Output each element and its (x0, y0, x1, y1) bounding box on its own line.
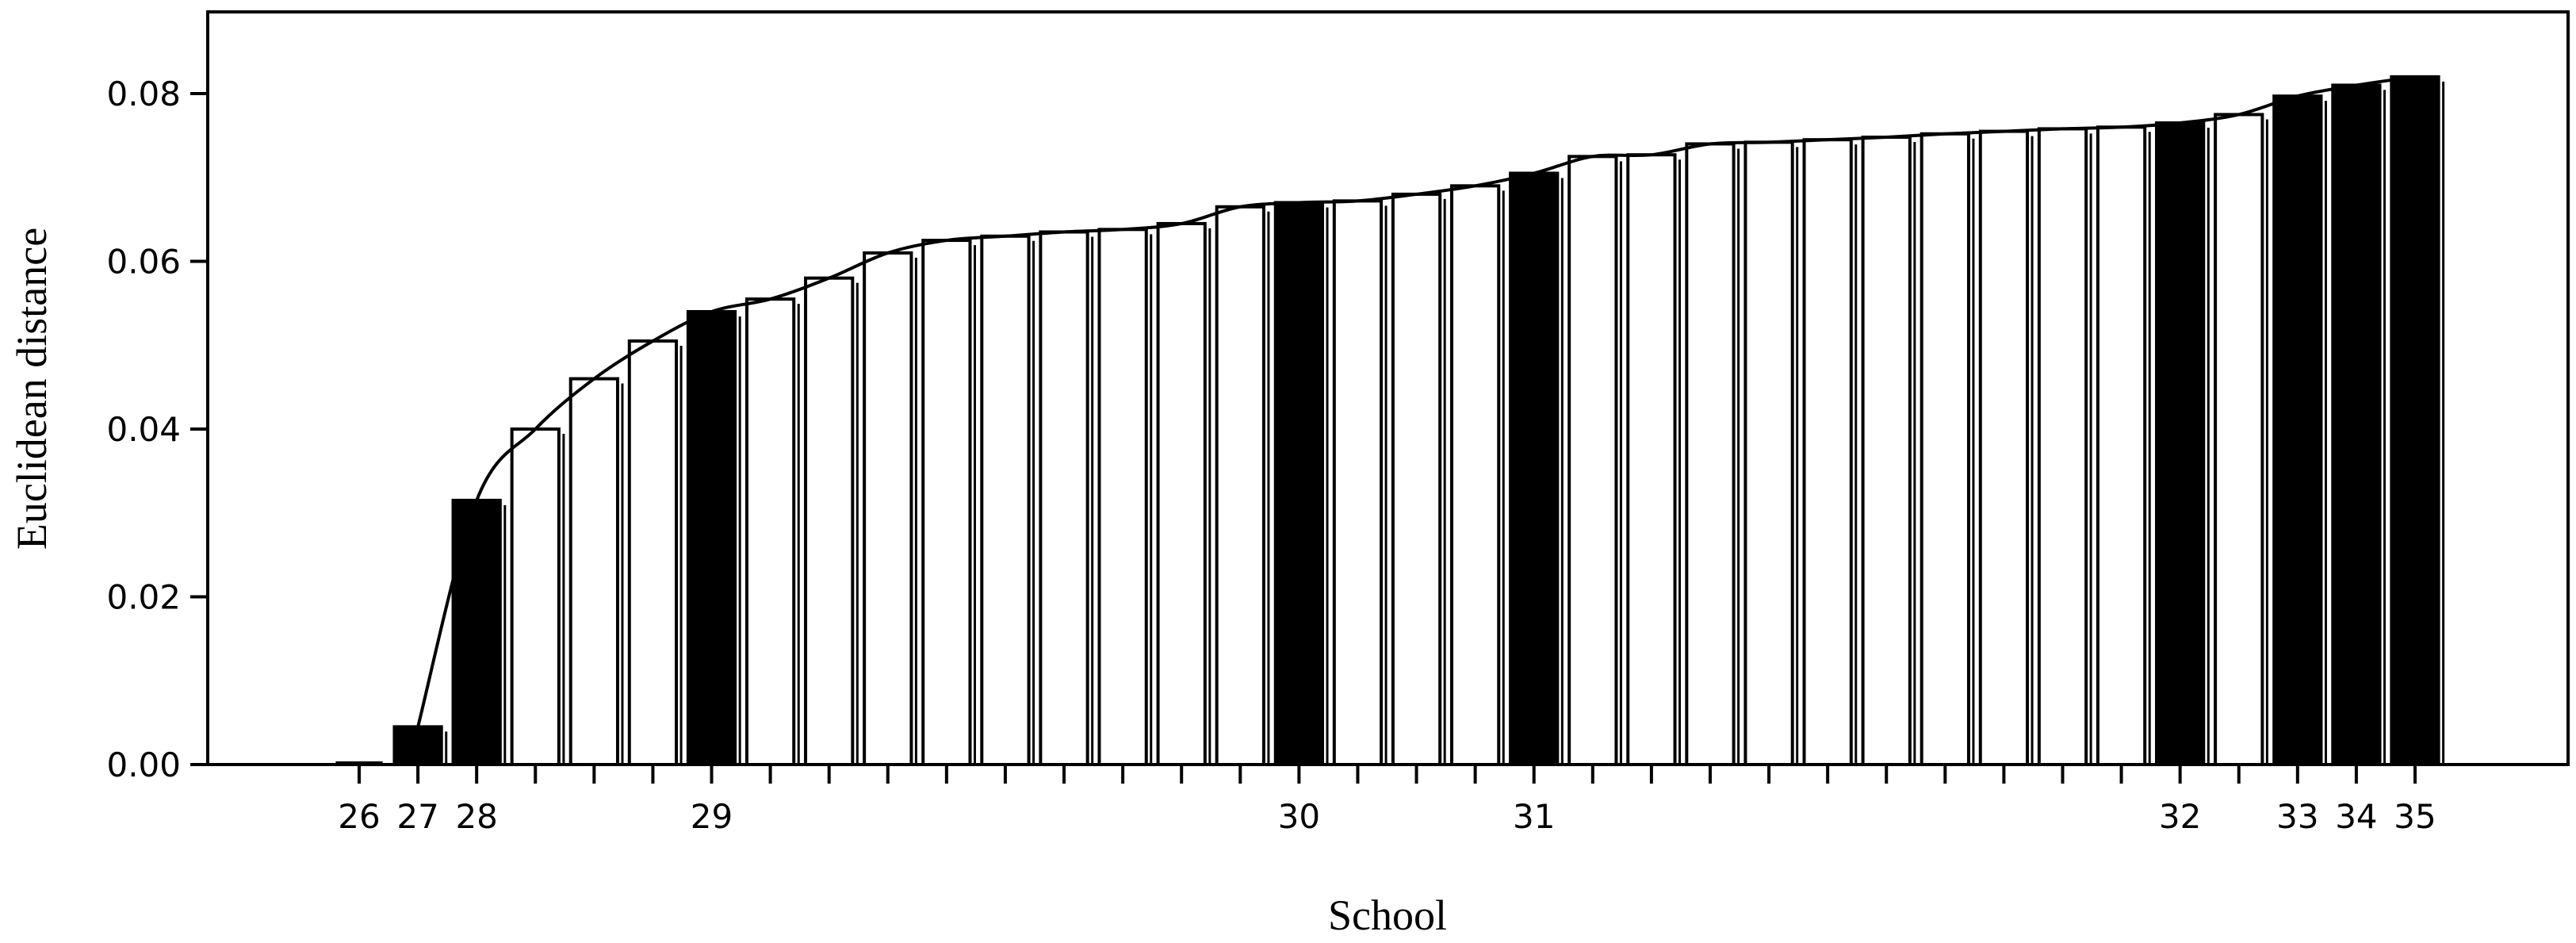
bar (451, 498, 502, 766)
bar (2037, 127, 2088, 767)
bar (1097, 228, 1148, 766)
bar (1215, 205, 1265, 766)
bar (1685, 142, 1736, 766)
y-tick-label: 0.08 (106, 75, 181, 113)
bar (863, 251, 913, 766)
bar (1449, 184, 1501, 766)
bar (804, 276, 855, 766)
bar (1802, 138, 1853, 767)
bar (1978, 129, 2030, 766)
bar (392, 725, 443, 766)
bar (1273, 201, 1325, 767)
x-tick-label: 32 (2159, 797, 2201, 836)
x-tick-label: 26 (338, 797, 380, 836)
x-axis: 26 27 28 29 30 31 32 33 34 35 (338, 765, 2436, 836)
cumulative-curve (416, 75, 2416, 727)
bar (1391, 192, 1442, 766)
x-tick-label: 27 (396, 797, 438, 836)
bar (1156, 221, 1207, 767)
bar (2272, 94, 2323, 767)
bar (627, 339, 679, 766)
bar (686, 309, 737, 766)
y-axis: 0.00 0.02 0.04 0.06 0.08 (106, 75, 208, 784)
bar (2096, 125, 2147, 767)
bar (1920, 132, 1970, 766)
x-tick-label: 29 (691, 797, 733, 836)
bars-group (335, 75, 2445, 767)
bar (1626, 153, 1677, 766)
bar (1567, 155, 1618, 766)
y-tick-label: 0.06 (106, 243, 181, 282)
bar (1743, 140, 1794, 766)
plot-frame (206, 10, 2570, 766)
bar (2155, 121, 2206, 766)
x-tick-label: 34 (2335, 797, 2377, 836)
bar (1332, 199, 1384, 767)
y-tick-label: 0.04 (106, 410, 181, 449)
bar (980, 234, 1031, 766)
y-tick-label: 0.02 (106, 578, 181, 617)
bar (510, 427, 561, 766)
x-tick-label: 33 (2276, 797, 2318, 836)
y-tick-label: 0.00 (106, 746, 181, 784)
bar (921, 239, 972, 766)
x-axis-title: School (1328, 891, 1447, 939)
x-tick-label: 28 (455, 797, 497, 836)
bar (2214, 113, 2264, 766)
bar (1861, 135, 1912, 767)
y-axis-title: Euclidean distance (8, 228, 56, 550)
bar (2390, 75, 2440, 767)
bar (2331, 83, 2382, 767)
bar (1509, 171, 1560, 766)
bar (744, 297, 796, 766)
x-tick-label: 35 (2394, 797, 2436, 836)
bar (568, 377, 619, 766)
x-tick-label: 30 (1278, 797, 1320, 836)
x-tick-label: 31 (1513, 797, 1555, 836)
bar (1039, 230, 1089, 766)
